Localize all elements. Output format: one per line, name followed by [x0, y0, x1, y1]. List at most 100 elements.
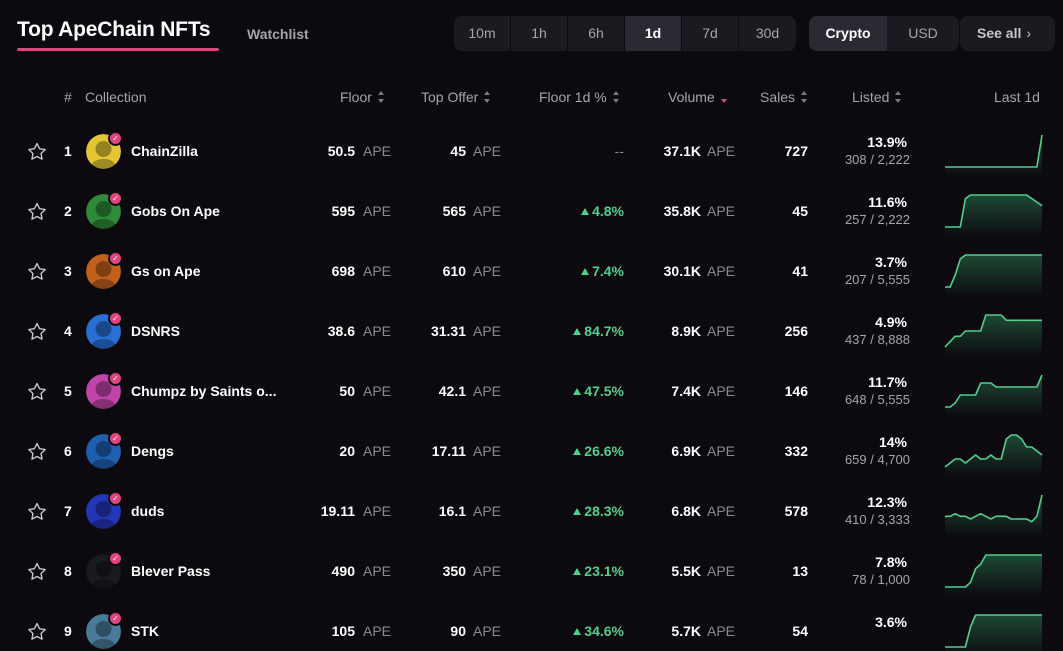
table-row[interactable]: 3 ✓ Gs on Ape 698 APE 610 APE 7.4% 30.1K…	[0, 241, 1063, 301]
star-icon[interactable]	[26, 321, 48, 343]
volume-unit: APE	[707, 383, 736, 399]
listed-count: 308 / 2,222	[844, 152, 910, 167]
rank: 6	[64, 443, 72, 459]
offer-unit: APE	[473, 503, 502, 519]
table-row[interactable]: 4 ✓ DSNRS 38.6 APE 31.31 APE 84.7% 8.9K …	[0, 301, 1063, 361]
sales: 332	[784, 443, 808, 459]
floor-price: 105	[331, 623, 355, 639]
sparkline-area	[945, 195, 1042, 237]
up-arrow-icon	[573, 448, 582, 455]
rank: 8	[64, 563, 72, 579]
listed-count: 410 / 3,333	[844, 512, 910, 527]
floor-unit: APE	[363, 203, 392, 219]
star-icon[interactable]	[26, 141, 48, 163]
collection-name[interactable]: Chumpz by Saints o...	[131, 383, 277, 399]
floor-change: 28.3%	[573, 503, 624, 519]
column-sales[interactable]: Sales	[760, 89, 808, 105]
currency-selector: Crypto USD	[809, 16, 959, 51]
sparkline-area	[945, 615, 1042, 651]
volume-unit: APE	[707, 323, 736, 339]
table-row[interactable]: 5 ✓ Chumpz by Saints o... 50 APE 42.1 AP…	[0, 361, 1063, 421]
time-range-1d[interactable]: 1d	[625, 16, 682, 51]
watchlist-tab[interactable]: Watchlist	[247, 26, 309, 42]
top-offer: 42.1	[438, 383, 466, 399]
table-row[interactable]: 2 ✓ Gobs On Ape 595 APE 565 APE 4.8% 35.…	[0, 181, 1063, 241]
column-floor-change[interactable]: Floor 1d %	[539, 89, 620, 105]
time-range-10m[interactable]: 10m	[454, 16, 511, 51]
sort-icon	[377, 91, 385, 104]
up-arrow-icon	[581, 208, 590, 215]
star-icon[interactable]	[26, 501, 48, 523]
sparkline-chart	[945, 554, 1042, 597]
listed-percent: 7.8%	[875, 554, 907, 570]
table-row[interactable]: 7 ✓ duds 19.11 APE 16.1 APE 28.3% 6.8K A…	[0, 481, 1063, 541]
time-range-7d[interactable]: 7d	[682, 16, 739, 51]
column-top-offer[interactable]: Top Offer	[421, 89, 491, 105]
sort-icon	[801, 91, 808, 104]
column-listed-label: Listed	[852, 89, 890, 105]
volume-unit: APE	[707, 143, 736, 159]
volume: 7.4K	[671, 383, 701, 399]
listed-percent: 14%	[878, 434, 907, 450]
sparkline-chart	[945, 374, 1043, 417]
sparkline-area	[945, 495, 1042, 537]
time-range-selector: 10m 1h 6h 1d 7d 30d	[454, 16, 796, 51]
floor-change-value: --	[614, 143, 624, 159]
floor-price: 50	[339, 383, 355, 399]
time-range-1h[interactable]: 1h	[511, 16, 568, 51]
rank: 1	[64, 143, 72, 159]
top-offer: 565	[442, 203, 466, 219]
currency-crypto[interactable]: Crypto	[809, 16, 887, 51]
star-icon[interactable]	[26, 201, 48, 223]
sort-icon	[895, 91, 902, 104]
collection-name[interactable]: DSNRS	[131, 323, 181, 339]
table-row[interactable]: 8 ✓ Blever Pass 490 APE 350 APE 23.1% 5.…	[0, 541, 1063, 601]
collection-name[interactable]: Dengs	[131, 443, 174, 459]
star-icon[interactable]	[26, 561, 48, 583]
floor-change-value: 26.6%	[584, 443, 624, 459]
top-offer: 610	[442, 263, 466, 279]
star-icon[interactable]	[26, 381, 48, 403]
floor-change-value: 84.7%	[584, 323, 624, 339]
collection-name[interactable]: STK	[131, 623, 159, 639]
star-icon[interactable]	[26, 261, 48, 283]
offer-unit: APE	[473, 623, 502, 639]
up-arrow-icon	[573, 388, 582, 395]
star-icon[interactable]	[26, 441, 48, 463]
column-floor[interactable]: Floor	[340, 89, 385, 105]
sparkline-line	[945, 554, 1042, 588]
listed-percent: 11.6%	[868, 194, 907, 210]
floor-price: 698	[331, 263, 355, 279]
column-volume[interactable]: Volume	[668, 89, 728, 105]
see-all-button[interactable]: See all ›	[960, 16, 1055, 51]
column-collection: Collection	[85, 89, 147, 105]
floor-unit: APE	[363, 503, 392, 519]
floor-unit: APE	[363, 323, 392, 339]
top-offer: 31.31	[430, 323, 466, 339]
listed-count: 648 / 5,555	[844, 392, 910, 407]
table-row[interactable]: 1 ✓ ChainZilla 50.5 APE 45 APE -- 37.1K …	[0, 121, 1063, 181]
floor-change-value: 4.8%	[592, 203, 624, 219]
volume: 30.1K	[663, 263, 701, 279]
collection-name[interactable]: Blever Pass	[131, 563, 211, 579]
collection-name[interactable]: ChainZilla	[131, 143, 198, 159]
offer-unit: APE	[473, 263, 502, 279]
floor-unit: APE	[363, 383, 392, 399]
time-range-30d[interactable]: 30d	[755, 25, 780, 41]
collection-name[interactable]: duds	[131, 503, 165, 519]
column-listed[interactable]: Listed	[852, 89, 902, 105]
page-title[interactable]: Top ApeChain NFTs	[17, 18, 211, 41]
star-icon[interactable]	[26, 621, 48, 643]
sparkline-line	[945, 134, 1043, 168]
table-row[interactable]: 9 ✓ STK 105 APE 90 APE 34.6% 5.7K APE 54…	[0, 601, 1063, 651]
sales: 13	[792, 563, 808, 579]
time-range-6h[interactable]: 6h	[568, 16, 625, 51]
currency-usd[interactable]: USD	[908, 25, 938, 41]
collection-name[interactable]: Gs on Ape	[131, 263, 201, 279]
sparkline-chart	[945, 194, 1043, 237]
top-offer: 16.1	[438, 503, 466, 519]
floor-change: 4.8%	[581, 203, 624, 219]
table-row[interactable]: 6 ✓ Dengs 20 APE 17.11 APE 26.6% 6.9K AP…	[0, 421, 1063, 481]
collection-name[interactable]: Gobs On Ape	[131, 203, 220, 219]
offer-unit: APE	[473, 383, 502, 399]
